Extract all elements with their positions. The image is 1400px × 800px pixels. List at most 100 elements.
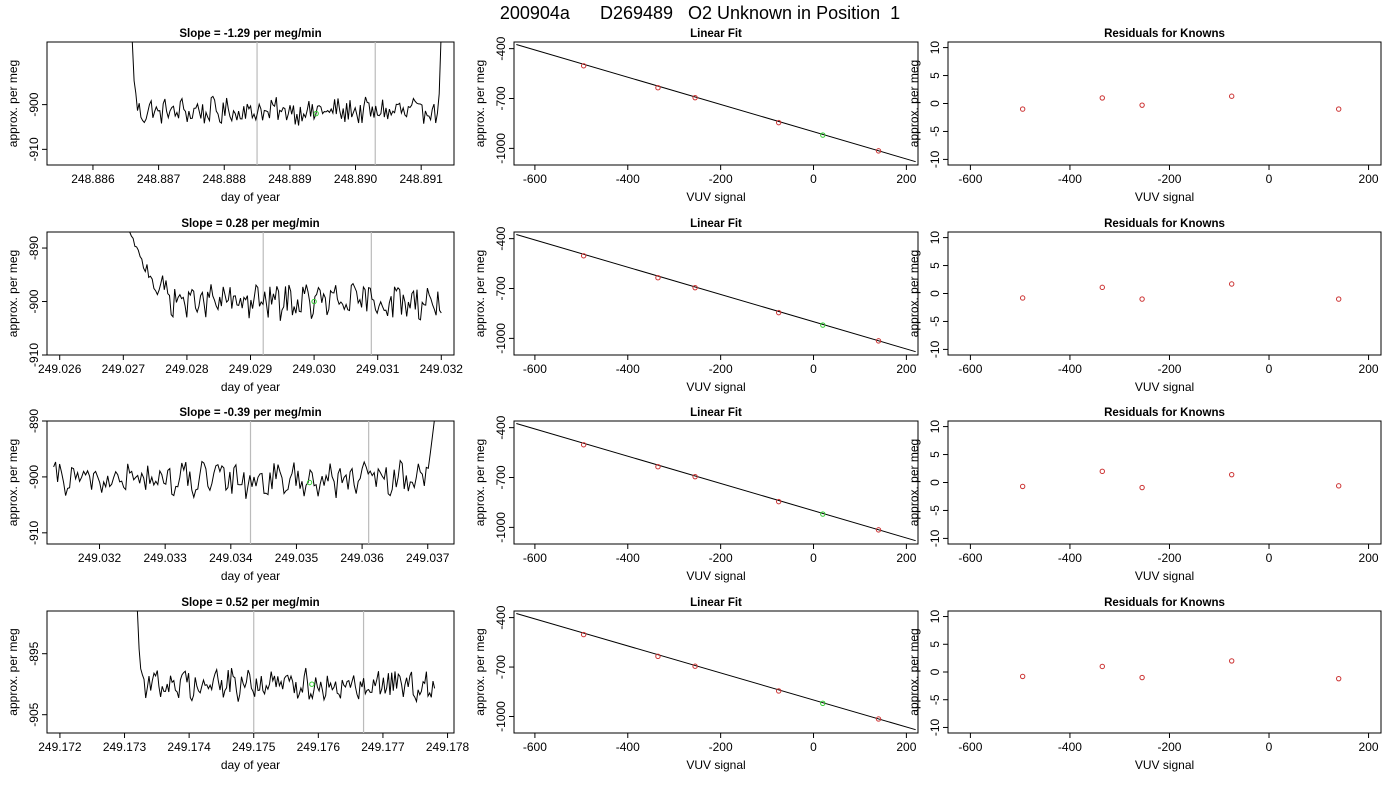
known-data-point <box>875 716 882 722</box>
x-tick-label: 249.032 <box>420 362 464 376</box>
known-data-point <box>1228 93 1235 99</box>
y-tick-label: -10 <box>928 340 942 358</box>
figure-title: 200904a D269489 O2 Unknown in Position 1 <box>499 3 901 23</box>
panel-r2c2: Linear Fit -600 -400 -200 0 200 -400 -700 -1000 V… <box>473 218 919 394</box>
plot-area <box>53 421 435 544</box>
unknown-data-point <box>820 511 826 517</box>
x-tick-label: 249.174 <box>167 740 211 754</box>
x-tick-label: 249.036 <box>340 551 384 565</box>
plot-area <box>1019 468 1342 491</box>
known-data-point <box>775 688 782 694</box>
x-tick-label: 200 <box>896 362 916 376</box>
fit-line <box>516 612 916 731</box>
x-tick-label: 249.176 <box>297 740 341 754</box>
x-axis-label: day of year <box>221 758 280 772</box>
panel-r4c3: Residuals for Knowns -600 -400 -200 0 200 -10 -… <box>907 597 1382 772</box>
y-tick-label: 10 <box>928 420 942 434</box>
x-tick-label: -600 <box>958 740 982 754</box>
fit-line <box>516 44 916 163</box>
known-data-point <box>580 631 587 638</box>
fit-line <box>516 423 916 542</box>
known-data-point <box>875 148 882 154</box>
data-series-line <box>136 611 436 704</box>
known-data-point <box>875 527 882 533</box>
x-tick-label: 0 <box>1266 362 1273 376</box>
plot-area <box>516 423 916 542</box>
y-tick-label: -700 <box>494 465 508 489</box>
known-data-point <box>1019 673 1026 680</box>
y-tick-label: 0 <box>928 100 942 107</box>
y-tick-label: -5 <box>928 694 942 705</box>
panel-title: Residuals for Knowns <box>1104 407 1225 419</box>
x-axis-label: day of year <box>221 380 280 394</box>
unknown-data-point <box>820 700 826 707</box>
y-tick-label: 10 <box>928 610 942 624</box>
plot-area <box>516 612 916 731</box>
x-tick-label: -600 <box>958 551 982 565</box>
y-axis-label: approx. per meg <box>473 628 487 715</box>
plot-frame <box>513 41 919 166</box>
plot-frame <box>513 231 919 356</box>
y-tick-label: -910 <box>27 343 41 367</box>
plot-area <box>136 611 436 733</box>
known-data-point <box>692 473 698 480</box>
y-tick-label: -400 <box>494 605 508 629</box>
x-tick-label: -400 <box>1058 551 1082 565</box>
plot-frame <box>947 41 1382 166</box>
known-data-point <box>692 94 698 101</box>
known-data-point <box>1335 675 1342 682</box>
unknown-data-point <box>820 322 826 328</box>
x-tick-label: -400 <box>616 362 640 376</box>
x-tick-label: 248.890 <box>334 172 378 186</box>
x-tick-label: 248.888 <box>203 172 247 186</box>
panel-title: Linear Fit <box>690 597 742 609</box>
y-axis-label: approx. per meg <box>473 439 487 526</box>
plot-area <box>1019 658 1342 682</box>
plot-frame <box>46 41 455 166</box>
x-tick-label: 200 <box>896 740 916 754</box>
x-tick-label: 0 <box>810 551 817 565</box>
y-tick-label: -1000 <box>494 701 508 732</box>
x-axis-label: VUV signal <box>686 569 745 583</box>
y-tick-label: -10 <box>928 150 942 168</box>
x-tick-label: -600 <box>958 172 982 186</box>
x-tick-label: 249.030 <box>292 362 336 376</box>
plot-area <box>131 42 442 165</box>
plot-area <box>129 232 442 355</box>
y-tick-label: -400 <box>494 36 508 60</box>
y-tick-label: -895 <box>27 641 41 665</box>
y-tick-label: -910 <box>27 520 41 544</box>
y-axis-label: approx. per meg <box>907 439 921 526</box>
x-tick-label: 249.172 <box>38 740 82 754</box>
x-tick-label: 200 <box>1359 740 1379 754</box>
panel-title: Slope = 0.52 per meg/min <box>181 597 319 609</box>
x-tick-label: 248.889 <box>268 172 312 186</box>
y-tick-label: -1000 <box>494 323 508 354</box>
x-tick-label: -400 <box>616 172 640 186</box>
panel-r1c3: Residuals for Knowns -600 -400 -200 0 200 -10 -… <box>907 28 1382 204</box>
known-data-point <box>1139 102 1145 108</box>
x-tick-label: 248.887 <box>137 172 181 186</box>
plot-area <box>1019 281 1342 302</box>
x-tick-label: -200 <box>1157 740 1181 754</box>
y-tick-label: -400 <box>494 415 508 439</box>
y-axis-label: approx. per meg <box>907 628 921 715</box>
x-tick-label: -200 <box>709 172 733 186</box>
x-tick-label: 0 <box>1266 551 1273 565</box>
known-data-point <box>875 338 882 344</box>
y-tick-label: 0 <box>928 668 942 675</box>
known-data-point <box>1228 281 1235 287</box>
unknown-marker-point <box>306 479 313 486</box>
x-tick-label: 249.028 <box>165 362 209 376</box>
x-tick-label: 200 <box>1359 172 1379 186</box>
panel-title: Linear Fit <box>690 28 742 40</box>
panel-r4c2: Linear Fit -600 -400 -200 0 200 -400 -700 -1000 V… <box>473 597 919 772</box>
x-tick-label: -600 <box>523 172 547 186</box>
y-axis-label: approx. per meg <box>907 60 921 147</box>
data-series-line <box>131 42 442 126</box>
y-tick-label: -900 <box>27 289 41 313</box>
y-tick-label: -905 <box>27 702 41 726</box>
x-axis-label: VUV signal <box>686 190 745 204</box>
x-tick-label: 249.032 <box>78 551 122 565</box>
x-tick-label: -600 <box>523 740 547 754</box>
